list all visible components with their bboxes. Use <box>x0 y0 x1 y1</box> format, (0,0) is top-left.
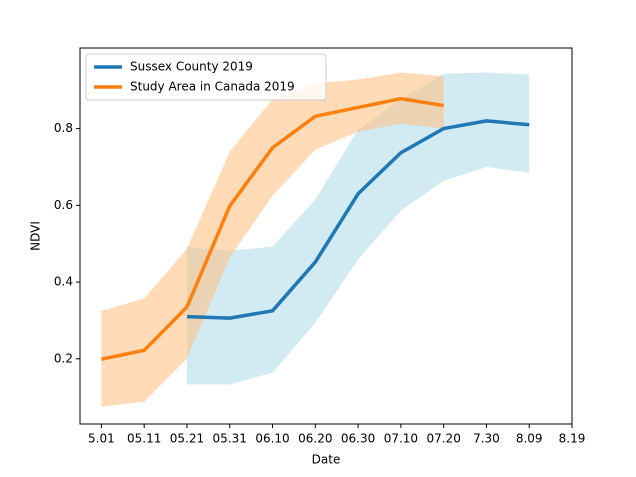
y-axis-label: NDVI <box>29 221 43 251</box>
x-tick-label: 06.10 <box>255 432 289 446</box>
band <box>101 72 444 407</box>
y-tick-label: 0.2 <box>54 351 73 365</box>
x-tick-label: 06.20 <box>298 432 332 446</box>
x-tick-label: 05.11 <box>127 432 161 446</box>
y-tick-label: 0.8 <box>54 121 73 135</box>
x-tick-label: 05.31 <box>213 432 247 446</box>
x-tick-label: 07.20 <box>426 432 460 446</box>
legend: Sussex County 2019 Study Area in Canada 2… <box>85 53 327 101</box>
x-tick-label: 05.21 <box>170 432 204 446</box>
legend-box <box>85 53 327 101</box>
x-axis-label: Date <box>312 453 341 467</box>
legend-label: Sussex County 2019 <box>130 60 253 74</box>
x-tick-label: 5.01 <box>88 432 115 446</box>
y-tick-label: 0.4 <box>54 275 73 289</box>
x-tick-label: 06.30 <box>341 432 375 446</box>
series-line <box>101 96 444 361</box>
x-tick-label: 07.10 <box>384 432 418 446</box>
x-tick-label: 8.09 <box>516 432 543 446</box>
band <box>186 72 530 385</box>
legend-label: Study Area in Canada 2019 <box>130 80 295 94</box>
plot-frame <box>79 47 573 425</box>
series-line <box>186 119 530 320</box>
x-tick-label: 8.19 <box>559 432 586 446</box>
y-tick-label: 0.6 <box>54 198 73 212</box>
x-tick-label: 7.30 <box>473 432 500 446</box>
